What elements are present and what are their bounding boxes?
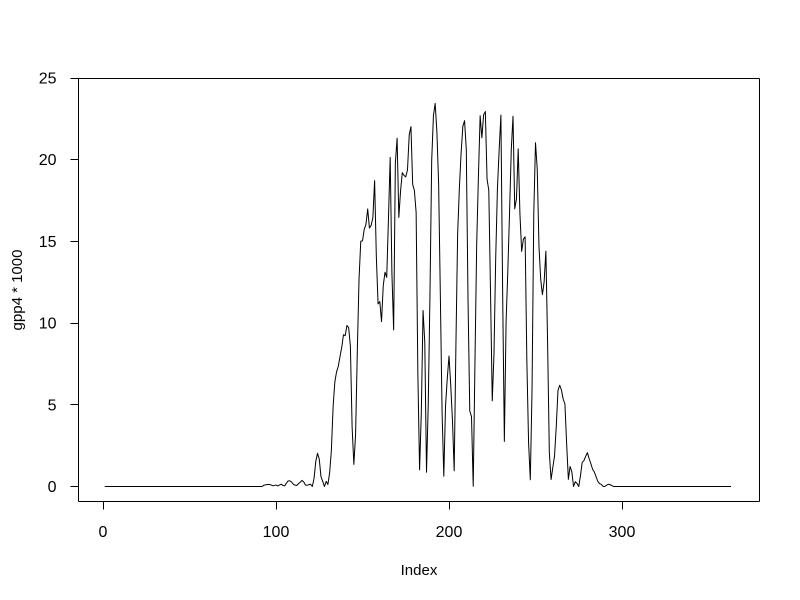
svg-text:20: 20 <box>39 152 57 169</box>
svg-text:5: 5 <box>48 397 57 414</box>
svg-text:gpp4 * 1000: gpp4 * 1000 <box>9 250 26 331</box>
svg-text:0: 0 <box>48 479 57 496</box>
svg-text:0: 0 <box>99 524 108 541</box>
svg-text:100: 100 <box>263 524 290 541</box>
svg-text:Index: Index <box>401 562 438 579</box>
svg-text:10: 10 <box>39 316 57 333</box>
svg-text:200: 200 <box>436 524 463 541</box>
svg-text:15: 15 <box>39 234 57 251</box>
svg-text:25: 25 <box>39 71 57 88</box>
svg-text:300: 300 <box>609 524 636 541</box>
